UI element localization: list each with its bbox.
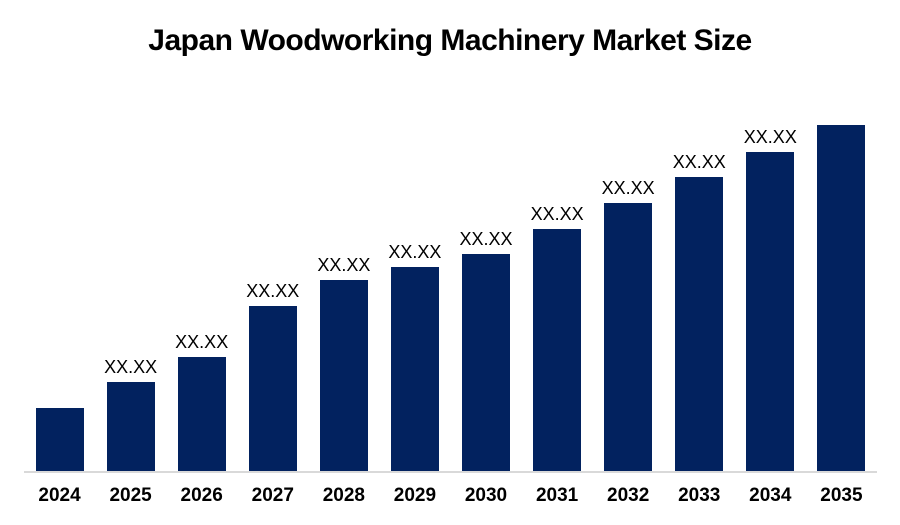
x-tick-label: 2034 bbox=[749, 485, 792, 506]
bar-value-label: XX.XX bbox=[530, 204, 584, 224]
bar-column: XX.XX bbox=[735, 128, 806, 471]
bar bbox=[35, 408, 84, 471]
bar bbox=[390, 267, 439, 471]
x-tick-label: 2035 bbox=[820, 485, 863, 506]
bar-column: XX.XX bbox=[95, 358, 166, 471]
bar-value-label: XX.XX bbox=[104, 357, 158, 377]
bar-value-label: XX.XX bbox=[317, 255, 371, 275]
bar bbox=[675, 177, 724, 471]
x-tick-label: 2027 bbox=[251, 485, 294, 506]
bar bbox=[817, 125, 866, 471]
bar-column: XX.XX bbox=[522, 205, 593, 471]
bar-value-label: XX.XX bbox=[175, 332, 229, 352]
bar-value-label: XX.XX bbox=[672, 152, 726, 172]
x-tick-label: 2031 bbox=[535, 485, 579, 506]
bar-column: XX.XX bbox=[664, 153, 735, 471]
bar-column: XX.XX bbox=[308, 256, 379, 471]
bar-value-label: XX.XX bbox=[459, 229, 513, 249]
x-tick-label: 2030 bbox=[464, 485, 508, 506]
bar-column: XX.XX bbox=[379, 243, 450, 471]
x-tick-label: 2026 bbox=[180, 485, 223, 506]
bar-column: XX.XX bbox=[593, 179, 664, 471]
bar bbox=[746, 152, 795, 471]
x-tick-label: 2029 bbox=[393, 485, 437, 506]
x-axis-labels: 2024 2025 2026 2027 2028 2029 2030 2031 2032 2033… bbox=[24, 485, 877, 507]
bar-column bbox=[806, 125, 877, 471]
bar bbox=[106, 382, 155, 471]
bar-column bbox=[24, 408, 95, 471]
bar-value-label: XX.XX bbox=[743, 127, 797, 147]
x-tick-label: 2024 bbox=[38, 485, 81, 506]
x-tick-label: 2033 bbox=[678, 485, 721, 506]
bar bbox=[319, 280, 368, 471]
bar bbox=[248, 306, 297, 471]
plot-area: XX.XX XX.XX XX.XX XX.XX XX.XX XX.XX XX.XX XX.XX… bbox=[24, 0, 877, 471]
x-tick-label: 2025 bbox=[109, 485, 152, 506]
x-axis-line bbox=[24, 471, 877, 473]
bar-value-label: XX.XX bbox=[601, 178, 655, 198]
bar-column: XX.XX bbox=[237, 282, 308, 471]
chart-title: Japan Woodworking Machinery Market Size bbox=[148, 24, 752, 57]
bar bbox=[462, 254, 510, 471]
x-tick-label: 2032 bbox=[607, 485, 650, 506]
bar-value-label: XX.XX bbox=[388, 242, 442, 262]
x-tick-label: 2028 bbox=[322, 485, 365, 506]
bar bbox=[533, 229, 582, 471]
bar-column: XX.XX bbox=[450, 230, 521, 471]
bar-value-label: XX.XX bbox=[246, 281, 300, 301]
bar bbox=[604, 203, 653, 471]
bar bbox=[177, 357, 226, 471]
bar-column: XX.XX bbox=[166, 333, 237, 471]
